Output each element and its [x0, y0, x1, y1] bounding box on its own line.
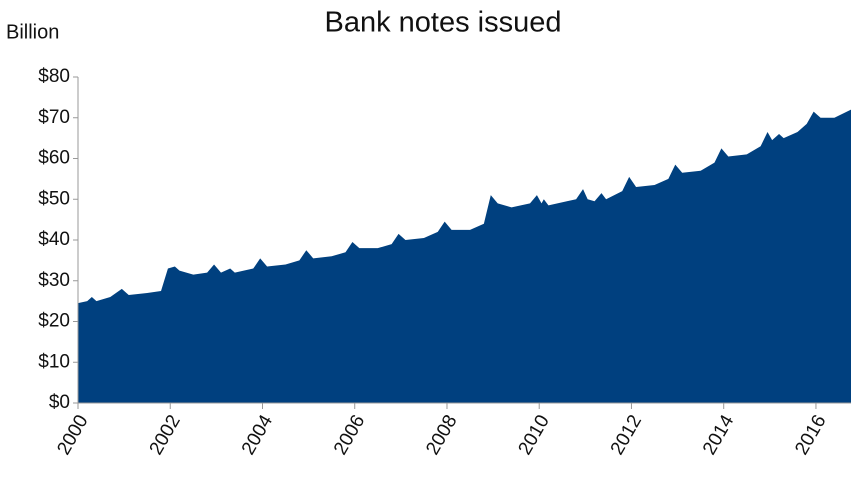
- x-tick-label: 2002: [146, 412, 185, 459]
- y-tick-label: $0: [49, 392, 70, 413]
- x-tick-label: 2006: [330, 412, 369, 459]
- x-tick-label: 2012: [607, 412, 646, 459]
- y-tick-label: $80: [38, 66, 70, 87]
- x-tick-label: 2000: [53, 412, 92, 459]
- x-tick-label: 2008: [422, 412, 461, 459]
- y-tick-label: $70: [38, 107, 70, 128]
- x-tick-label: 2004: [238, 411, 278, 458]
- chart-title: Bank notes issued: [325, 7, 562, 39]
- area: [78, 109, 851, 403]
- y-tick-label: $60: [38, 148, 70, 169]
- x-tick-label: 2010: [515, 412, 554, 459]
- x-tick-label: 2016: [791, 412, 830, 459]
- y-tick-label: $30: [38, 270, 70, 291]
- x-tick-label: 2014: [699, 411, 739, 458]
- y-tick-label: $20: [38, 311, 70, 332]
- y-axis-label: Billion: [6, 21, 59, 43]
- y-tick-label: $40: [38, 229, 70, 250]
- y-tick-label: $50: [38, 188, 70, 209]
- y-tick-label: $10: [38, 351, 70, 372]
